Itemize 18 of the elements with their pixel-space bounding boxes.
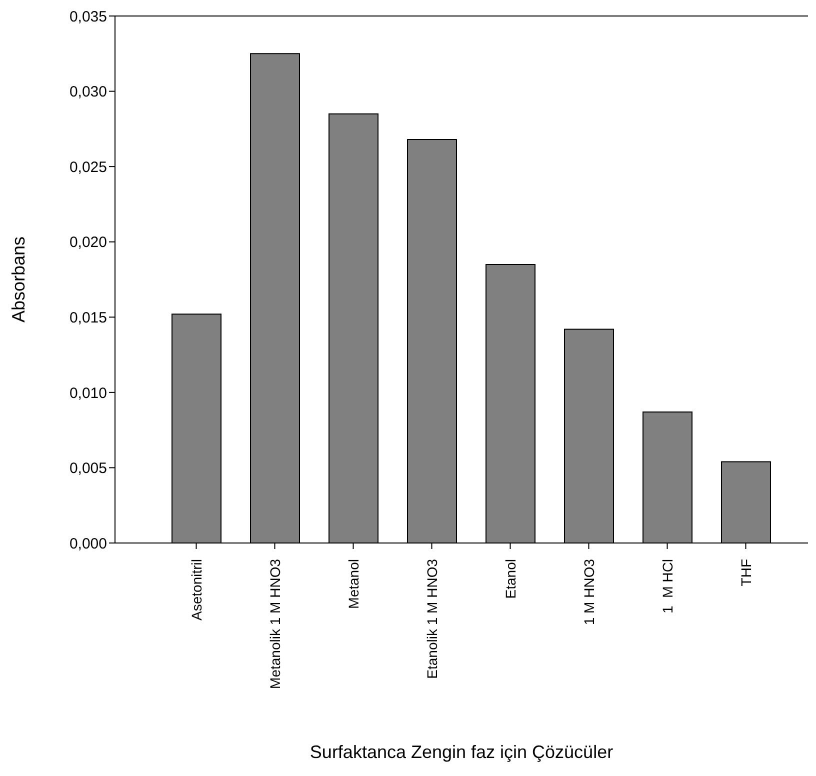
y-tick-label: 0,020 [69, 234, 107, 252]
x-tick-label: Asetonitril [188, 559, 204, 620]
x-tick-label: Etanol [502, 559, 518, 599]
x-tick-label: 1 M HNO3 [580, 558, 597, 626]
y-axis-title: Absorbans [8, 236, 28, 323]
x-axis-title: Surfaktanca Zengin faz için Çözücüler [310, 742, 614, 762]
y-tick-label: 0,025 [69, 158, 107, 176]
y-tick-label: 0,035 [69, 8, 107, 26]
y-tick-label: 0,015 [69, 309, 107, 326]
x-tick-label: Etanolik 1 M HNO3 [424, 558, 440, 679]
x-tick-label: THF [738, 559, 754, 586]
y-tick-label: 0,030 [69, 84, 107, 101]
y-tick-label: 0,005 [69, 460, 107, 478]
x-tick-label: Metanolik 1 M HNO3 [266, 558, 283, 689]
y-tick-label: 0,010 [69, 384, 107, 402]
x-tick-label: 1 M HCl [659, 559, 676, 614]
x-tick-label: Metanol [345, 559, 362, 609]
y-tick-label: 0,000 [69, 535, 107, 552]
